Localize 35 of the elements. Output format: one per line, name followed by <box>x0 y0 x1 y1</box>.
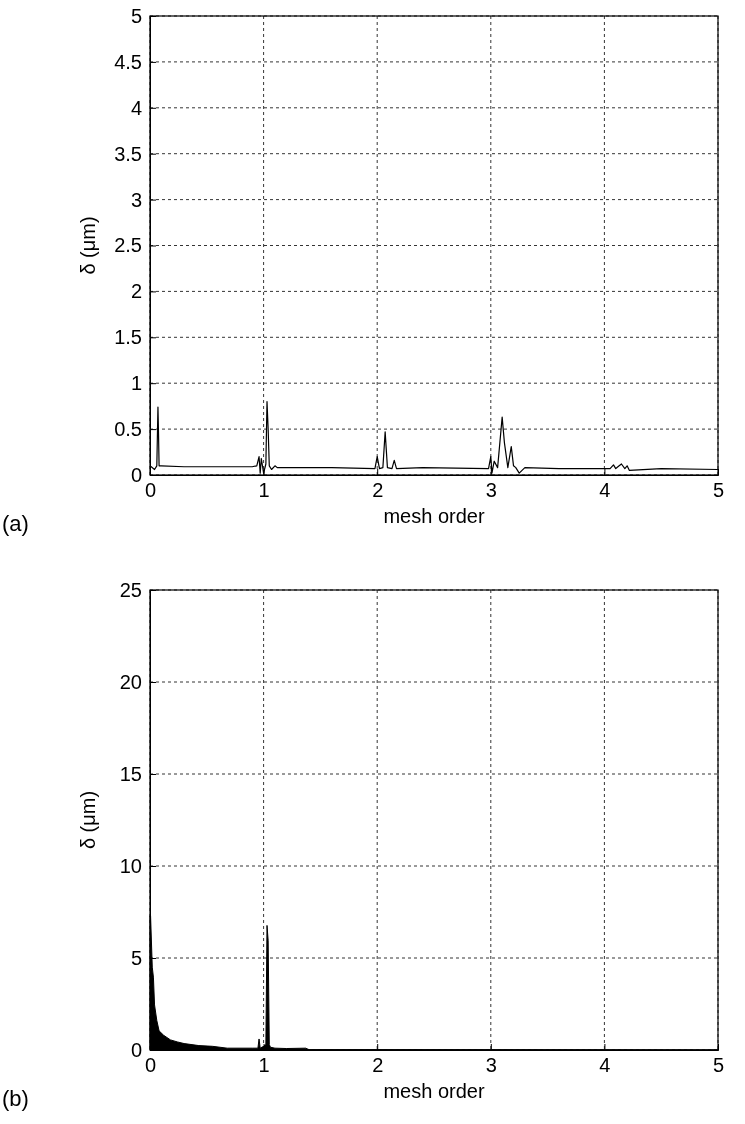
y-axis-title: δ (μm) <box>77 790 99 850</box>
y-tick-label: 1.5 <box>114 326 142 349</box>
y-tick-label: 0.5 <box>114 418 142 440</box>
y-tick-label: 5 <box>130 946 142 969</box>
x-tick-label: 5 <box>712 479 725 502</box>
x-tick-label: 2 <box>372 1054 384 1077</box>
y-tick-label: 1 <box>130 372 142 395</box>
x-tick-label: 3 <box>485 479 497 502</box>
x-tick-label: 0 <box>144 1054 157 1077</box>
x-tick-label: 5 <box>712 1054 725 1077</box>
x-tick-label: 2 <box>372 479 384 502</box>
y-tick-label: 15 <box>119 762 142 785</box>
x-axis-title: mesh order <box>383 505 485 527</box>
y-tick-label: 20 <box>119 670 142 693</box>
x-axis-title: mesh order <box>383 1080 485 1102</box>
y-tick-label: 5 <box>130 4 142 27</box>
y-tick-label: 0 <box>130 463 142 486</box>
x-tick-label: 4 <box>599 1054 611 1077</box>
y-tick-label: 3.5 <box>114 142 142 165</box>
x-tick-label: 1 <box>258 1054 270 1077</box>
y-tick-label: 2 <box>130 280 142 303</box>
text: (b) <box>2 1086 29 1111</box>
y-tick-label: 4.5 <box>114 50 142 73</box>
y-tick-label: 2.5 <box>114 234 142 257</box>
y-tick-label: 4 <box>130 96 142 119</box>
y-tick-label: 3 <box>130 188 142 211</box>
x-tick-label: 3 <box>485 1054 497 1077</box>
y-tick-label: 0 <box>130 1038 142 1061</box>
x-tick-label: 1 <box>258 479 270 502</box>
y-axis-title: δ (μm) <box>77 216 99 275</box>
x-tick-label: 4 <box>599 479 611 502</box>
y-tick-label: 10 <box>119 854 142 877</box>
text: (a) <box>2 511 29 536</box>
y-tick-label: 25 <box>119 578 142 601</box>
x-tick-label: 0 <box>144 479 157 502</box>
